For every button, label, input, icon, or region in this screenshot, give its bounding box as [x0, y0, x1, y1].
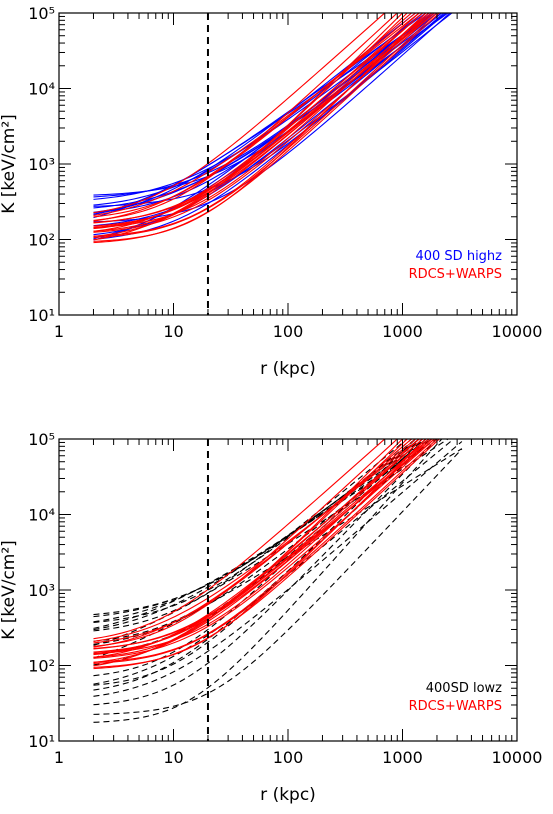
top-panel-curves	[93, 13, 453, 244]
curve-rdcs-warps-9	[93, 439, 427, 655]
curve-400sd-lowz-17	[93, 439, 438, 706]
bottom-panel-ticks	[58, 439, 517, 742]
x-tick-label: 100	[273, 322, 304, 341]
bottom-panel-x-axis-label: r (kpc)	[260, 785, 316, 805]
curve-400sd-lowz-3	[93, 439, 417, 623]
top-panel-x-axis-label: r (kpc)	[260, 359, 316, 379]
top-panel-y-tick-labels: 10¹ 10² 10³ 10⁴ 10⁵	[28, 4, 55, 325]
curve-rdcs-warps-5	[93, 439, 424, 650]
curve-rdcs-warps-4	[93, 13, 399, 221]
curve-rdcs-warps-7	[93, 439, 417, 648]
curve-400-sd-highz-15	[93, 13, 445, 240]
top-panel-x-tick-labels: 1 10 100 1000 10000	[54, 322, 543, 341]
curve-400sd-lowz-16	[93, 441, 463, 697]
curve-400sd-lowz-19	[93, 439, 443, 723]
y-tick-label: 10⁵	[28, 4, 55, 23]
y-tick-label: 10¹	[28, 732, 55, 751]
bottom-panel-y-tick-labels: 10¹ 10² 10³ 10⁴ 10⁵	[28, 430, 55, 751]
y-tick-label: 10⁴	[28, 506, 55, 525]
curve-rdcs-warps-1	[93, 13, 386, 214]
curve-rdcs-warps-2	[93, 13, 413, 218]
curve-rdcs-warps-19	[93, 439, 441, 670]
curve-400sd-lowz-13	[93, 439, 417, 677]
curve-rdcs-warps-8	[93, 439, 408, 653]
curve-rdcs-warps-2	[93, 439, 413, 644]
x-tick-label: 10000	[492, 322, 543, 341]
top-panel-legend-entry-2: RDCS+WARPS	[409, 267, 502, 282]
top-panel-y-axis-label: K [keV/cm²]	[0, 114, 19, 214]
curve-rdcs-warps-3	[93, 439, 421, 642]
y-tick-label: 10³	[28, 581, 55, 600]
curve-400sd-lowz-21	[93, 448, 463, 659]
curve-400-sd-highz-1	[93, 13, 438, 196]
x-tick-label: 10	[163, 748, 183, 767]
curve-400-sd-highz-2	[93, 13, 436, 198]
curve-rdcs-warps-6	[93, 439, 430, 650]
y-tick-label: 10⁵	[28, 430, 55, 449]
curve-rdcs-warps-7	[93, 13, 417, 222]
bottom-panel-legend-entry-1: 400SD lowz	[426, 681, 502, 696]
bottom-panel-legend-entry-2: RDCS+WARPS	[409, 699, 502, 714]
x-tick-label: 1	[54, 322, 64, 341]
curve-400sd-lowz-8	[93, 439, 413, 642]
curve-rdcs-warps-12	[93, 13, 404, 232]
curve-400sd-lowz-5	[93, 439, 409, 632]
x-tick-label: 1000	[382, 322, 423, 341]
curve-rdcs-warps-19	[93, 13, 441, 244]
x-tick-label: 10000	[492, 748, 543, 767]
curve-400-sd-highz-4	[93, 13, 447, 207]
y-tick-label: 10⁴	[28, 80, 55, 99]
top-panel-ticks	[58, 13, 517, 316]
y-tick-label: 10²	[28, 231, 55, 250]
curve-rdcs-warps-14	[93, 13, 424, 232]
x-tick-label: 1	[54, 748, 64, 767]
top-panel-legend-entry-1: 400 SD highz	[415, 249, 502, 264]
curve-rdcs-warps-6	[93, 13, 430, 224]
y-tick-label: 10¹	[28, 306, 55, 325]
curve-rdcs-warps-20	[93, 439, 436, 667]
y-tick-label: 10²	[28, 657, 55, 676]
curve-rdcs-warps-3	[93, 13, 421, 216]
x-tick-label: 10	[163, 322, 183, 341]
x-tick-label: 1000	[382, 748, 423, 767]
curve-400-sd-highz-12	[93, 13, 453, 227]
curve-rdcs-warps-20	[93, 13, 436, 241]
curve-rdcs-warps-14	[93, 439, 424, 658]
curve-400sd-lowz-18	[93, 448, 463, 715]
curve-400sd-lowz-15	[93, 439, 433, 691]
bottom-panel-y-axis-label: K [keV/cm²]	[0, 540, 19, 640]
bottom-panel-curves	[93, 439, 463, 723]
curve-rdcs-warps-4	[93, 439, 399, 647]
curve-rdcs-warps-9	[93, 13, 427, 229]
curve-rdcs-warps-12	[93, 439, 404, 658]
curve-rdcs-warps-1	[93, 439, 386, 640]
y-tick-label: 10³	[28, 155, 55, 174]
bottom-panel-x-tick-labels: 1 10 100 1000 10000	[54, 748, 543, 767]
curve-400-sd-highz-3	[93, 13, 433, 200]
x-tick-label: 100	[273, 748, 304, 767]
